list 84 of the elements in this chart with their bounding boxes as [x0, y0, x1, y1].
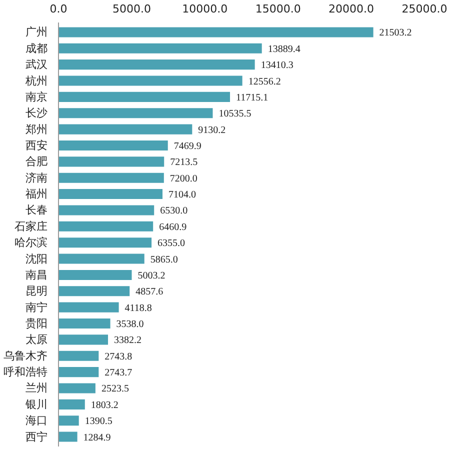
bar: [58, 350, 99, 361]
y-tick-label: 沈阳: [26, 252, 48, 266]
data-label: 12556.2: [248, 76, 281, 88]
bar: [58, 205, 154, 216]
data-label: 21503.2: [379, 28, 412, 39]
x-tick-label: 20000.0: [328, 2, 374, 16]
bar: [58, 334, 108, 345]
y-tick-label: 太原: [26, 333, 48, 346]
y-tick-label: 合肥: [26, 155, 48, 168]
y-tick-label: 昆明: [26, 284, 48, 298]
y-tick-label: 兰州: [26, 382, 48, 395]
x-tick-label: 15000.0: [255, 2, 301, 16]
bar: [58, 318, 110, 329]
y-tick-label: 济南: [26, 171, 48, 184]
bar: [58, 60, 255, 70]
y-tick-label: 南昌: [26, 268, 48, 282]
data-label: 2523.5: [101, 384, 129, 395]
data-label: 6530.0: [160, 206, 188, 217]
y-tick-label: 杭州: [24, 74, 48, 88]
bar: [58, 221, 154, 232]
y-tick-label: 乌鲁木齐: [4, 349, 48, 362]
x-tick-label: 10000.0: [182, 2, 228, 16]
y-tick-label: 呼和浩特: [4, 366, 48, 379]
data-label: 4118.8: [124, 302, 152, 314]
data-label: 1390.5: [84, 416, 112, 428]
y-tick-label: 石家庄: [14, 220, 48, 233]
y-tick-label: 郑州: [26, 122, 48, 136]
y-tick-label: 银川: [24, 398, 48, 411]
y-tick-label: 南京: [26, 90, 48, 104]
bar: [58, 302, 119, 312]
y-tick-label: 南宁: [26, 300, 48, 314]
bar: [58, 432, 78, 442]
bar: [58, 254, 144, 264]
bar: [58, 156, 164, 167]
y-tick-label: 福州: [26, 188, 48, 201]
bar: [58, 189, 163, 200]
data-label: 13410.3: [260, 60, 294, 72]
data-label: 7469.9: [174, 140, 202, 152]
data-label: 6355.0: [158, 238, 186, 250]
data-label: 3382.2: [114, 335, 142, 346]
data-label: 4857.6: [136, 286, 164, 298]
bar: [58, 399, 85, 410]
data-label: 13889.4: [268, 44, 300, 55]
bar: [58, 27, 374, 38]
data-label: 10535.5: [218, 108, 252, 120]
y-tick-label: 贵阳: [26, 317, 48, 330]
y-tick-label: 哈尔滨: [14, 236, 48, 250]
data-label: 9130.2: [198, 124, 226, 136]
data-label: 1803.2: [90, 400, 118, 411]
data-label: 5003.2: [138, 270, 166, 282]
data-label: 7213.5: [170, 157, 198, 168]
bar: [58, 367, 99, 378]
x-tick-label: 25000.0: [402, 2, 448, 16]
y-tick-label: 长春: [26, 204, 48, 217]
data-label: 2743.7: [104, 368, 132, 379]
bar: [58, 124, 192, 134]
bar: [58, 286, 130, 296]
y-tick-label: 广州: [26, 26, 48, 39]
bar: [58, 140, 168, 151]
data-label: 7104.0: [168, 190, 196, 201]
data-label: 5865.0: [150, 254, 178, 266]
data-label: 1284.9: [83, 432, 111, 444]
bar: [58, 43, 262, 54]
data-label: 11715.1: [236, 92, 268, 104]
data-label: 6460.9: [159, 222, 187, 233]
bar: [58, 76, 242, 86]
bar: [58, 92, 230, 102]
y-tick-label: 长沙: [26, 106, 48, 120]
bar: [58, 238, 152, 248]
bar: [58, 270, 132, 280]
bar: [58, 383, 96, 394]
y-tick-label: 海口: [26, 414, 48, 428]
data-label: 2743.8: [104, 351, 132, 362]
x-tick-label: 5000.0: [112, 2, 151, 16]
x-tick-label: 0.0: [50, 2, 68, 16]
bar: [58, 416, 79, 426]
y-tick-label: 成都: [26, 42, 48, 55]
y-tick-label: 西宁: [26, 430, 48, 444]
bar: [58, 172, 164, 183]
data-label: 3538.0: [116, 319, 144, 330]
data-label: 7200.0: [170, 173, 198, 184]
y-tick-label: 武汉: [26, 58, 48, 72]
y-tick-label: 西安: [26, 138, 48, 152]
bar: [58, 108, 213, 118]
